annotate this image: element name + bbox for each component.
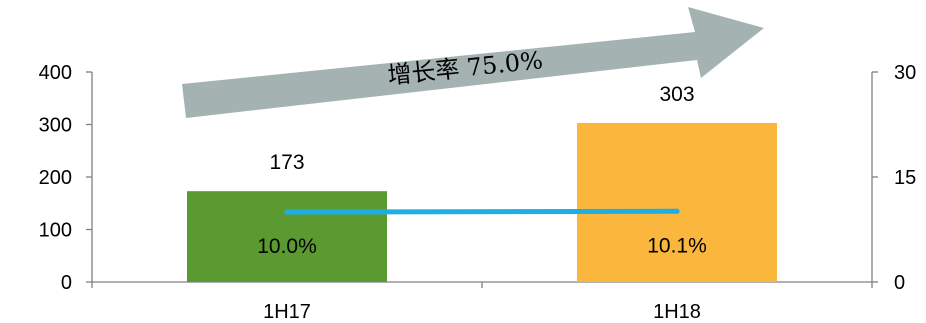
ratio-point (284, 209, 290, 215)
left-tick-label: 200 (39, 167, 72, 189)
left-tick-label: 300 (39, 115, 72, 137)
left-tick-label: 400 (39, 62, 72, 84)
ratio-point (674, 208, 680, 214)
bars (187, 122, 777, 282)
left-axis: 0 100 200 300 400 (39, 62, 93, 294)
right-tick-label: 30 (894, 62, 916, 84)
ratio-line (284, 208, 680, 215)
ratio-value-label: 10.1% (647, 234, 707, 257)
bar-value-label: 303 (659, 83, 694, 106)
bar (577, 122, 777, 282)
right-tick-label: 15 (894, 167, 916, 189)
ratio-value-label: 10.0% (257, 235, 317, 258)
category-label: 1H18 (653, 301, 701, 323)
bar (187, 191, 387, 282)
bar-value-label: 173 (269, 151, 304, 174)
left-tick-label: 100 (39, 220, 72, 242)
x-axis: 1H17 1H18 (91, 281, 873, 323)
left-tick-label: 0 (61, 272, 72, 294)
right-axis: 0 15 30 (871, 62, 916, 294)
data-labels: 173 303 10.0% 10.1% (257, 83, 707, 258)
ratio-series-line (284, 208, 680, 215)
growth-arrow-icon (182, 7, 764, 118)
category-label: 1H17 (263, 301, 311, 323)
right-tick-label: 0 (894, 272, 905, 294)
